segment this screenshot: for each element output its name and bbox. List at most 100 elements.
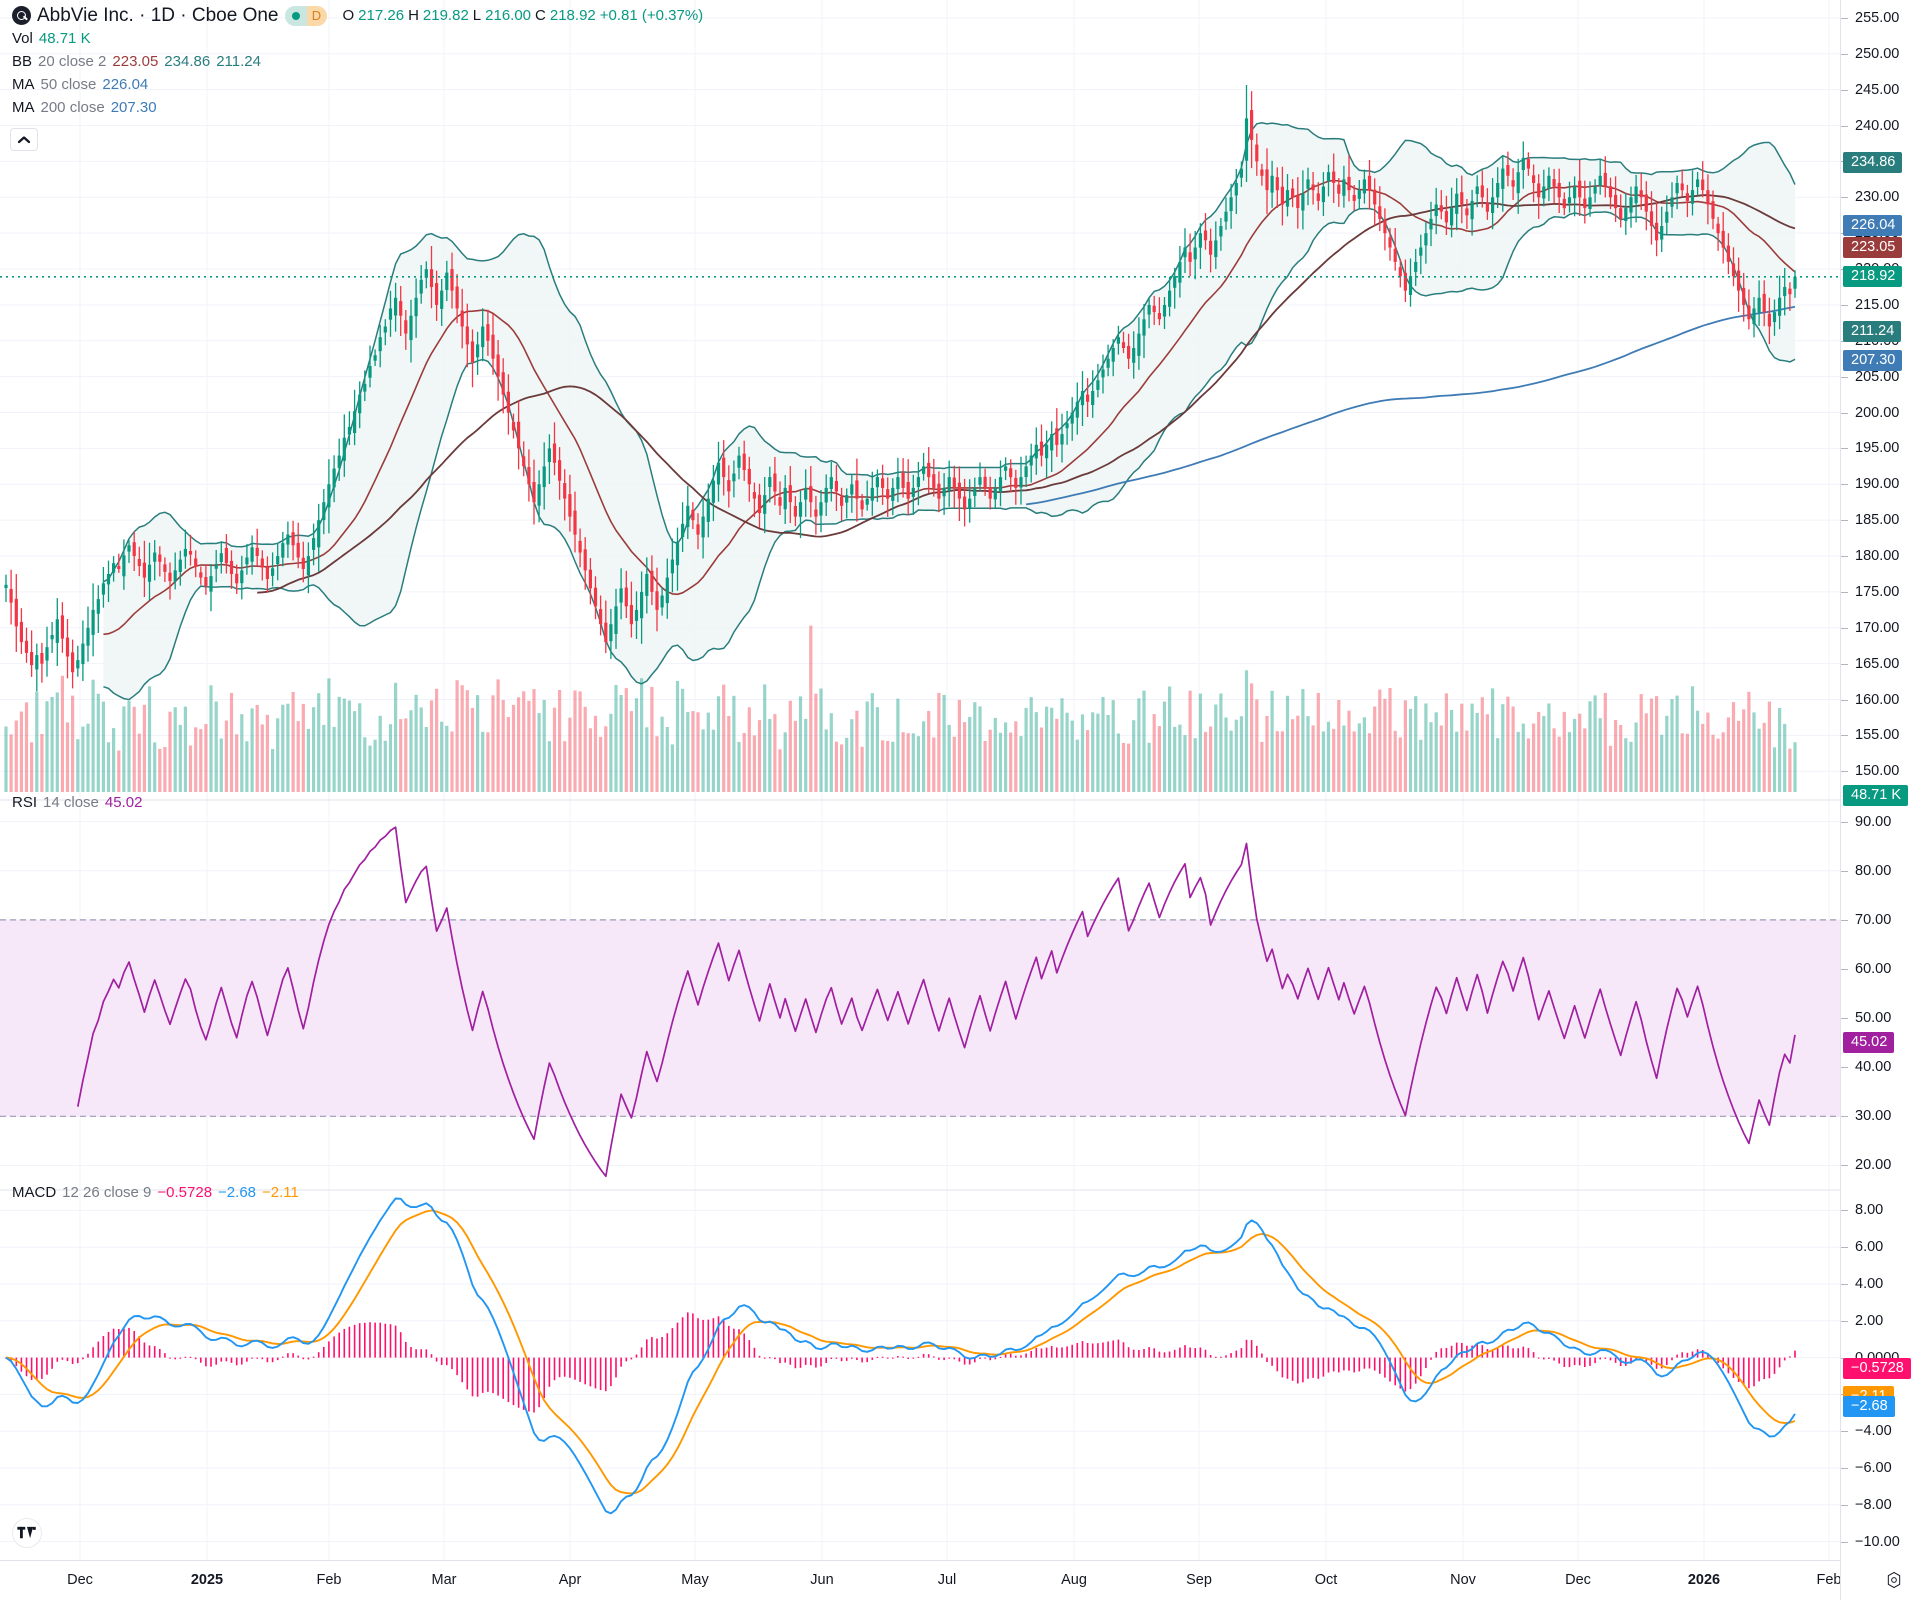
macd-histogram-bar xyxy=(1543,1357,1545,1360)
macd-histogram-bar xyxy=(1471,1345,1473,1358)
macd-histogram-bar xyxy=(1373,1357,1376,1371)
volume-bar xyxy=(522,691,526,792)
macd-histogram-bar xyxy=(563,1357,566,1377)
macd-histogram-bar xyxy=(328,1341,330,1358)
macd-histogram-bar xyxy=(646,1339,648,1358)
macd-histogram-bar xyxy=(543,1357,545,1398)
ma200-params: 200 close xyxy=(40,99,105,116)
candle-body xyxy=(296,542,300,558)
macd-histogram-bar xyxy=(794,1357,797,1369)
volume-bar xyxy=(501,700,505,792)
macd-histogram-bar xyxy=(1061,1347,1063,1358)
candle-body xyxy=(1101,369,1105,378)
volume-bar xyxy=(952,736,956,792)
candle-body xyxy=(865,498,869,505)
ma50-badge[interactable]: 226.04 xyxy=(1843,215,1903,237)
rsi-pane-legend[interactable]: RSI 14 close 45.02 xyxy=(12,791,142,814)
candle-body xyxy=(506,391,510,413)
volume-legend-row[interactable]: Vol 48.71 K xyxy=(12,27,703,50)
chart-settings-button[interactable] xyxy=(1880,1566,1908,1594)
symbol-search-icon[interactable] xyxy=(12,6,31,25)
price-axis-tick: 215.00 xyxy=(1841,297,1920,313)
volume-bar xyxy=(60,675,64,792)
candle-body xyxy=(429,269,434,287)
candle-body xyxy=(229,560,234,574)
ma200-legend-row[interactable]: MA 200 close 207.30 xyxy=(12,96,703,119)
macd-hist-badge[interactable]: −0.5728 xyxy=(1843,1357,1911,1379)
bb-params: 20 close 2 xyxy=(38,53,107,70)
macd-histogram-bar xyxy=(256,1357,258,1359)
bottom-time-axis[interactable]: Dec 2025 Feb Mar Apr May Jun Jul Aug Sep Oct Nov Dec… xyxy=(0,1560,1920,1600)
volume-bar xyxy=(957,699,961,792)
candle-body xyxy=(235,573,239,584)
macd-histogram-bar xyxy=(753,1347,756,1358)
volume-bar xyxy=(747,707,751,792)
bb-basis-badge[interactable]: 223.05 xyxy=(1843,236,1903,258)
macd-histogram-bar xyxy=(1112,1340,1114,1358)
macd-histogram-bar xyxy=(169,1357,171,1359)
macd-axis-tick: 2.00 xyxy=(1841,1313,1920,1329)
volume-bar xyxy=(881,740,885,792)
macd-axis-tick: 6.00 xyxy=(1841,1239,1920,1255)
volume-bar xyxy=(296,721,300,792)
ma200-line xyxy=(1025,305,1796,506)
last-price-badge[interactable]: 218.92 xyxy=(1843,266,1903,288)
candle-body xyxy=(40,653,44,664)
macd-histogram-bar xyxy=(1609,1357,1612,1361)
volume-bar xyxy=(1737,720,1741,792)
candle-body xyxy=(619,588,623,603)
bb-legend-row[interactable]: BB 20 close 2 223.05 234.86 211.24 xyxy=(12,50,703,73)
tradingview-logo[interactable] xyxy=(12,1518,42,1548)
candle-body xyxy=(860,500,864,510)
collapse-legend-button[interactable] xyxy=(10,128,38,151)
macd-histogram-bar xyxy=(1225,1355,1227,1358)
open-label: O xyxy=(342,7,355,24)
candle-body xyxy=(1793,276,1797,289)
macd-histogram-bar xyxy=(235,1357,238,1366)
macd-histogram-bar xyxy=(769,1357,771,1359)
macd-histogram-bar xyxy=(1748,1357,1750,1389)
macd-histogram-bar xyxy=(594,1357,597,1389)
rsi-value-badge[interactable]: 45.02 xyxy=(1843,1032,1895,1054)
candle-body xyxy=(250,547,254,562)
candle-body xyxy=(1726,245,1730,262)
volume-bar xyxy=(614,685,618,792)
candle-body xyxy=(583,549,587,571)
macd-histogram-bar xyxy=(148,1345,151,1358)
bb-upper-badge[interactable]: 234.86 xyxy=(1843,151,1903,173)
candle-body xyxy=(188,551,193,555)
macd-histogram-bar xyxy=(77,1357,79,1364)
volume-badge[interactable]: 48.71 K xyxy=(1843,784,1908,806)
macd-histogram-bar xyxy=(399,1332,402,1358)
macd-histogram-bar xyxy=(958,1357,961,1362)
macd-histogram-bar xyxy=(517,1357,520,1408)
macd-histogram-bar xyxy=(1097,1343,1099,1358)
volume-bar xyxy=(1244,670,1249,792)
volume-bar xyxy=(1496,738,1500,792)
volume-bar xyxy=(1398,737,1402,792)
market-status-pill[interactable]: D xyxy=(284,5,327,26)
candle-body xyxy=(640,591,644,619)
macd-histogram-bar xyxy=(205,1357,207,1367)
right-price-axis[interactable]: 255.00250.00245.00240.00235.00230.00225.… xyxy=(1840,0,1920,1600)
volume-bar xyxy=(1614,720,1618,792)
macd-histogram-bar xyxy=(666,1333,669,1358)
candle-body xyxy=(4,584,8,588)
macd-line-badge[interactable]: −2.68 xyxy=(1843,1396,1895,1418)
bb-lower-badge[interactable]: 211.24 xyxy=(1843,321,1902,343)
volume-bar xyxy=(1106,715,1110,792)
candle-body xyxy=(604,622,608,643)
symbol-title[interactable]: AbbVie Inc. · 1D · Cboe One xyxy=(37,5,279,26)
macd-pane-legend[interactable]: MACD 12 26 close 9 −0.5728 −2.68 −2.11 xyxy=(12,1181,299,1204)
rsi-axis-tick: 70.00 xyxy=(1841,912,1920,928)
bb-label: BB xyxy=(12,53,33,70)
ma50-legend-row[interactable]: MA 50 close 226.04 xyxy=(12,73,703,96)
volume-bar xyxy=(1557,736,1561,792)
volume-bar xyxy=(1086,730,1090,792)
macd-histogram-bar xyxy=(241,1357,243,1365)
candle-body xyxy=(1506,165,1510,176)
ma200-badge[interactable]: 207.30 xyxy=(1843,349,1903,371)
macd-histogram-bar xyxy=(1737,1357,1740,1382)
volume-bar xyxy=(824,729,828,792)
